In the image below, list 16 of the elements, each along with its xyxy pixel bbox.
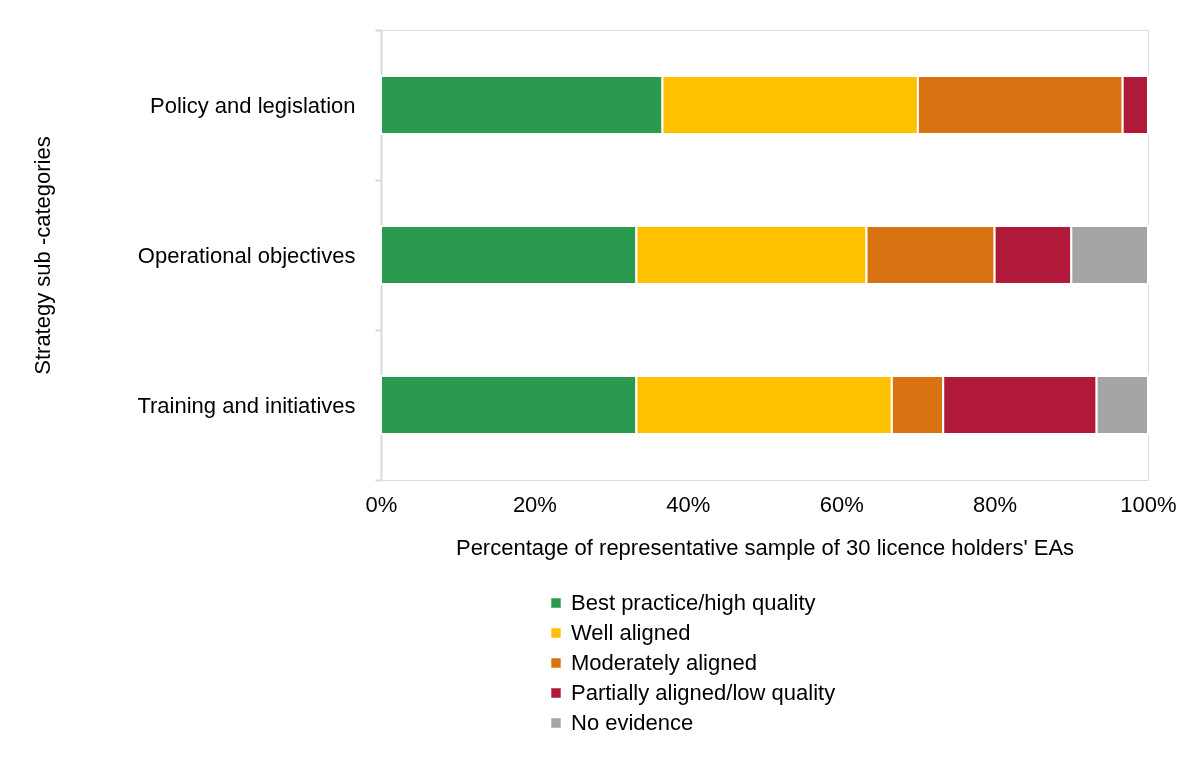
- x-tick-label: 40%: [666, 491, 711, 517]
- legend-label: Best practice/high quality: [571, 590, 816, 615]
- x-tick-label: 60%: [819, 491, 864, 517]
- legend-label: Partially aligned/low quality: [571, 680, 836, 705]
- x-tick-label: 100%: [1120, 491, 1177, 517]
- y-tick-label: Operational objectives: [137, 242, 356, 268]
- x-tick-label: 20%: [512, 491, 557, 517]
- y-tick-label: Policy and legislation: [150, 92, 356, 118]
- x-tick-label: 80%: [973, 491, 1018, 517]
- legend-label: Moderately aligned: [571, 650, 757, 675]
- legend-label: Well aligned: [571, 620, 691, 645]
- x-axis-title: Percentage of representative sample of 30 licence holders' EAs: [455, 534, 1075, 560]
- y-axis-title: Strategy sub -categories: [29, 136, 55, 375]
- y-tick-label: Training and initiatives: [137, 392, 356, 418]
- legend-label: No evidence: [571, 710, 694, 735]
- x-tick-label: 0%: [365, 491, 398, 517]
